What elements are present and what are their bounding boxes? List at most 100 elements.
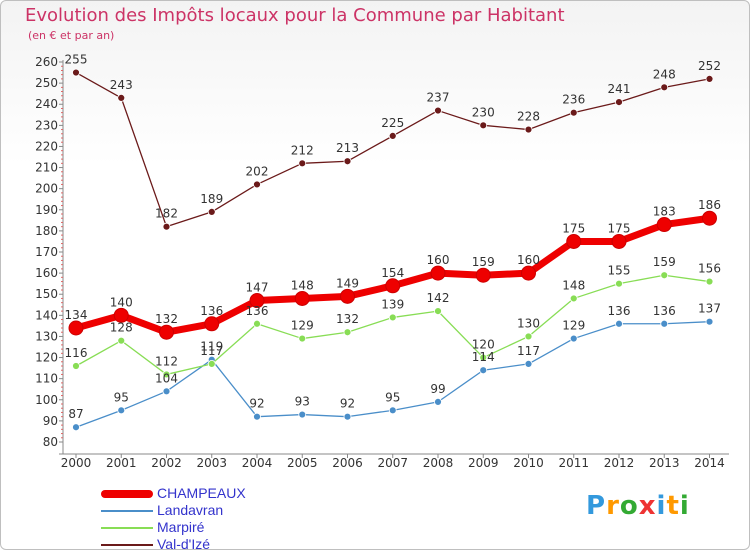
data-point <box>388 313 397 322</box>
data-label: 255 <box>65 53 88 67</box>
data-label: 95 <box>385 390 400 404</box>
data-point <box>253 412 261 421</box>
x-tick-label: 2012 <box>604 456 635 470</box>
y-tick-label: 190 <box>35 203 58 217</box>
x-tick-label: 2001 <box>106 456 137 470</box>
data-point <box>615 98 623 107</box>
data-label: 142 <box>427 291 450 305</box>
data-label: 139 <box>381 297 404 311</box>
data-point <box>656 217 672 233</box>
chart-title: Evolution des Impôts locaux pour la Comm… <box>25 5 565 26</box>
x-tick-label: 2004 <box>242 456 273 470</box>
data-label: 160 <box>427 253 450 267</box>
y-tick-label: 150 <box>35 287 58 301</box>
data-label: 116 <box>65 346 88 360</box>
data-point <box>660 319 669 328</box>
data-point <box>72 423 80 432</box>
y-tick-label: 250 <box>35 76 58 90</box>
data-point <box>434 397 442 406</box>
data-point <box>705 317 714 326</box>
data-label: 95 <box>114 390 129 404</box>
data-point <box>569 334 578 343</box>
data-label: 136 <box>653 304 676 318</box>
data-label: 132 <box>155 312 178 326</box>
logo-letter: x <box>638 491 657 521</box>
data-point <box>702 210 717 226</box>
data-label: 140 <box>110 295 133 309</box>
data-point <box>68 320 84 336</box>
x-tick-label: 2011 <box>558 456 589 470</box>
data-label: 120 <box>472 338 495 352</box>
data-point <box>566 233 582 249</box>
data-point <box>660 83 669 92</box>
data-point <box>162 222 171 231</box>
data-label: 134 <box>65 308 88 322</box>
data-label: 155 <box>608 264 631 278</box>
logo-letter: i <box>679 491 690 521</box>
logo-letter: P <box>586 491 607 521</box>
y-tick-label: 230 <box>35 118 58 132</box>
x-tick-label: 2013 <box>649 456 680 470</box>
data-label: 117 <box>517 344 540 358</box>
data-point <box>253 319 261 328</box>
data-point <box>434 106 442 115</box>
data-label: 147 <box>246 281 269 295</box>
data-label: 136 <box>246 304 269 318</box>
data-label: 230 <box>472 105 495 119</box>
data-point <box>159 324 174 340</box>
y-tick-label: 170 <box>35 245 58 259</box>
data-point <box>298 410 307 419</box>
data-label: 112 <box>155 354 178 368</box>
data-label: 136 <box>200 304 223 318</box>
data-label: 129 <box>562 319 585 333</box>
legend-label-landavran: Landavran <box>157 502 224 518</box>
y-tick-label: 160 <box>35 266 58 280</box>
data-point <box>524 359 533 368</box>
data-label: 241 <box>608 82 631 96</box>
logo-letter: t <box>666 491 680 521</box>
data-label: 189 <box>200 192 223 206</box>
data-label: 87 <box>68 407 83 421</box>
logo-letter: r <box>606 491 620 521</box>
data-point <box>569 108 578 117</box>
legend-swatch-champeaux <box>101 490 153 498</box>
y-tick-label: 130 <box>35 329 58 343</box>
data-label: 156 <box>698 262 721 276</box>
data-point <box>298 334 307 343</box>
data-point <box>117 406 126 415</box>
legend-swatch-val-d-ize <box>101 544 153 546</box>
data-point <box>430 265 446 281</box>
data-label: 93 <box>295 395 310 409</box>
proxiti-logo: Proxiti <box>586 491 690 521</box>
x-tick-label: 2005 <box>287 456 318 470</box>
y-tick-label: 180 <box>35 224 58 238</box>
data-point <box>611 233 627 249</box>
y-tick-label: 120 <box>35 351 58 365</box>
data-point <box>705 74 714 83</box>
x-tick-label: 2002 <box>151 456 182 470</box>
data-label: 119 <box>200 340 223 354</box>
data-point <box>388 406 397 415</box>
y-tick-label: 200 <box>35 182 58 196</box>
data-point <box>343 412 352 421</box>
data-label: 148 <box>562 278 585 292</box>
data-point <box>340 288 355 304</box>
data-label: 237 <box>427 91 450 105</box>
data-label: 236 <box>562 93 585 107</box>
data-label: 213 <box>336 141 359 155</box>
data-point <box>615 279 623 288</box>
data-point <box>343 328 352 337</box>
x-tick-label: 2008 <box>423 456 454 470</box>
data-label: 136 <box>608 304 631 318</box>
x-tick-label: 2010 <box>513 456 544 470</box>
data-point <box>524 125 533 134</box>
data-point <box>113 307 129 323</box>
data-point <box>72 68 80 77</box>
data-label: 117 <box>200 344 223 358</box>
data-label: 186 <box>698 198 721 212</box>
data-point <box>524 332 533 341</box>
data-point <box>388 131 397 140</box>
data-point <box>479 366 488 375</box>
data-label: 160 <box>517 253 540 267</box>
data-label: 92 <box>340 397 355 411</box>
